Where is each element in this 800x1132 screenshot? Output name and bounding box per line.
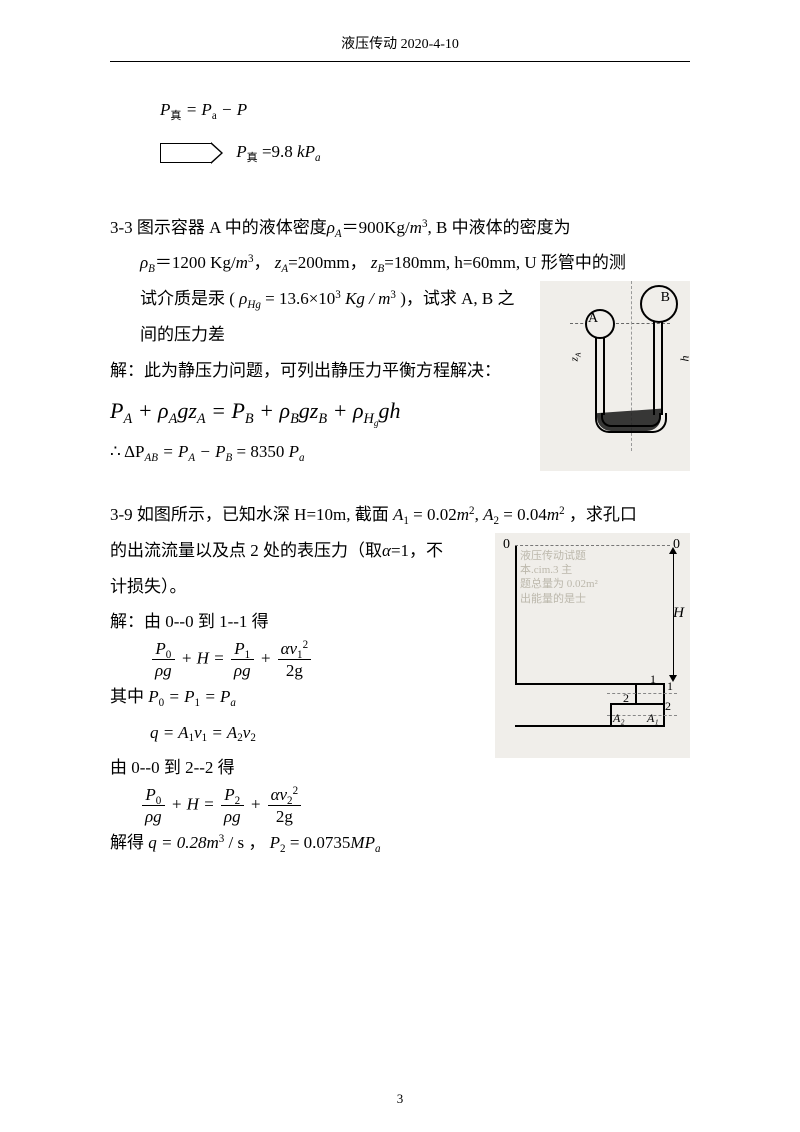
p33-line2: ρB＝1200 Kg/m3， zA=200mm， zB=180mm, h=60m… bbox=[110, 245, 690, 281]
page-header: 液压传动 2020-4-10 bbox=[110, 30, 690, 62]
page-content: 液压传动 2020-4-10 P真 = Pa − P P真 =9.8 kPa 3… bbox=[0, 0, 800, 901]
p39-result: 解得 q = 0.28m3 / s ， P2 = 0.0735MPa bbox=[110, 825, 690, 861]
problem-3-3: 3-3 图示容器 A 中的液体密度ρA＝900Kg/m3, B 中液体的密度为 … bbox=[110, 210, 690, 470]
figure-3-9: 液压传动试题 本.cim.3 主 题总量为 0.02m² 出能量的是士 0 0 … bbox=[495, 533, 690, 758]
page-number: 3 bbox=[0, 1091, 800, 1107]
eq-vacuum-result: P真 =9.8 kPa bbox=[236, 142, 320, 161]
figure-3-3: A B h zA bbox=[540, 281, 690, 471]
p39-bernoulli-02: P0ρg + H = P2ρg + αv222g bbox=[110, 786, 690, 825]
implies-arrow-icon bbox=[160, 143, 212, 163]
problem-3-9: 3-9 如图所示，已知水深 H=10m, 截面 A1 = 0.02m2, A2 … bbox=[110, 497, 690, 861]
p39-line1: 3-9 如图所示，已知水深 H=10m, 截面 A1 = 0.02m2, A2 … bbox=[110, 497, 690, 533]
eq-vacuum-def: P真 = Pa − P bbox=[110, 92, 690, 128]
eq-vacuum-result-row: P真 =9.8 kPa bbox=[110, 134, 690, 170]
p33-line1: 3-3 图示容器 A 中的液体密度ρA＝900Kg/m3, B 中液体的密度为 bbox=[110, 210, 690, 246]
